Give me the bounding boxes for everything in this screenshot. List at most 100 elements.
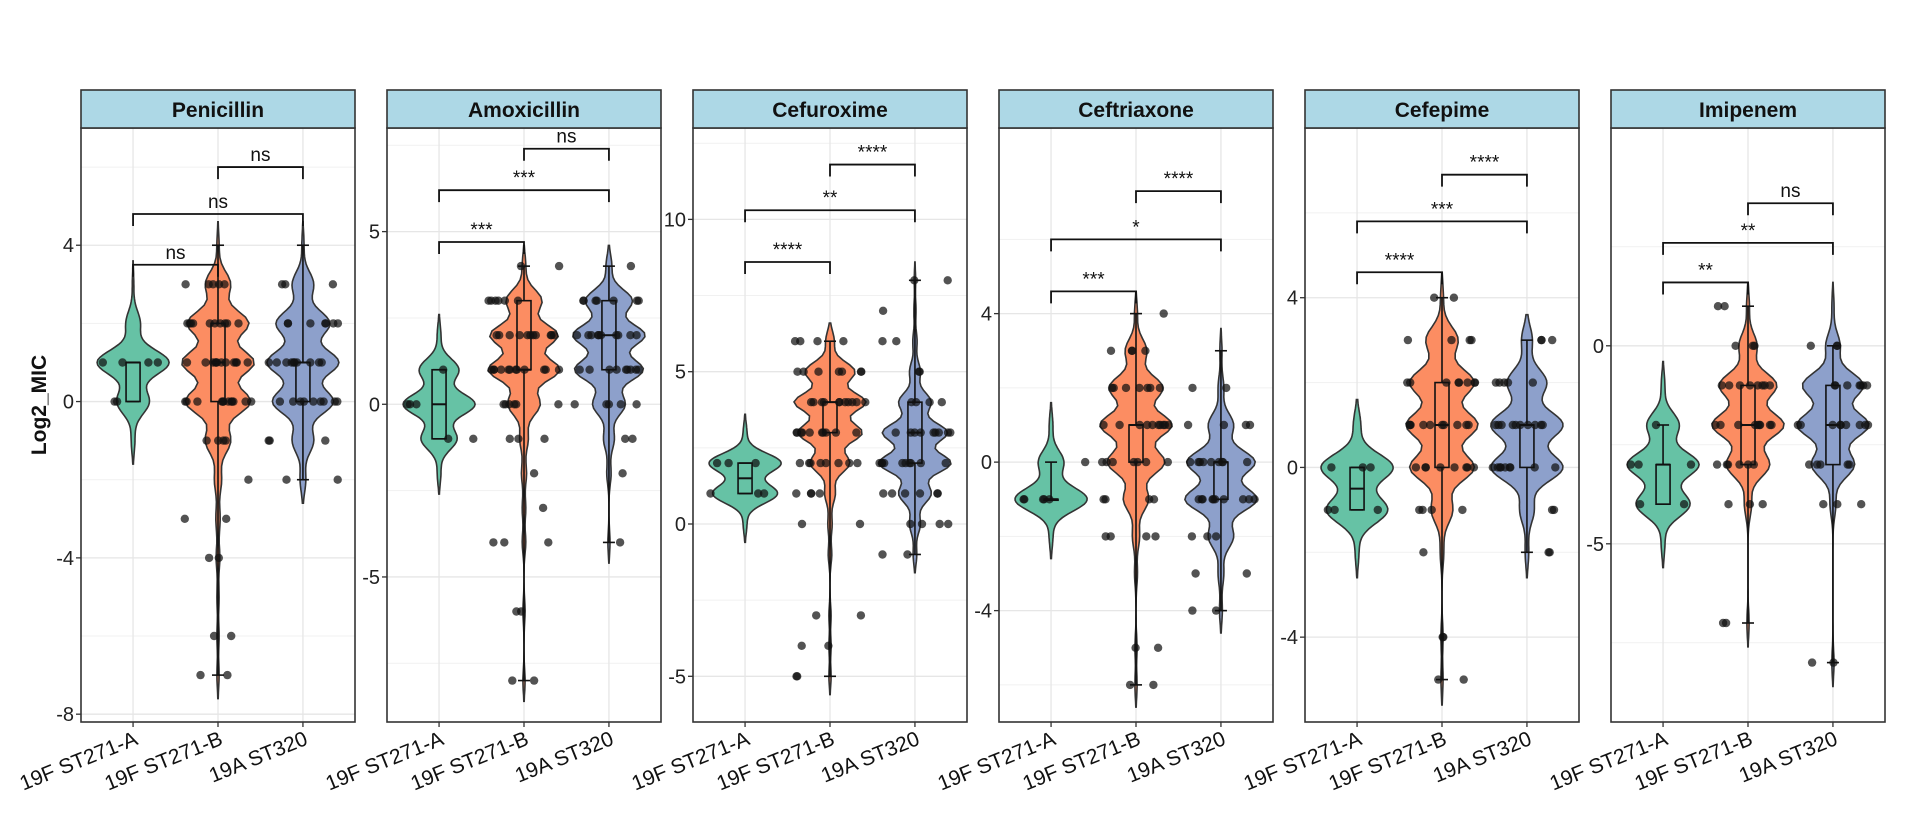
- data-point: [903, 550, 912, 559]
- data-point: [244, 475, 253, 484]
- data-point: [628, 434, 637, 443]
- data-point: [329, 319, 338, 328]
- bracket-line: [1135, 190, 1222, 204]
- data-point: [196, 670, 205, 680]
- data-point: [1141, 457, 1151, 467]
- data-point: [234, 319, 243, 328]
- data-point: [1453, 420, 1462, 430]
- data-point: [1187, 532, 1197, 541]
- group-19f-st271-a: [1014, 401, 1090, 560]
- data-point: [153, 358, 162, 367]
- data-point: [112, 397, 122, 406]
- data-point: [1403, 335, 1413, 345]
- data-point: [224, 397, 233, 406]
- data-point: [282, 475, 291, 484]
- data-point: [1469, 463, 1479, 472]
- data-point: [287, 358, 296, 367]
- data-point: [1238, 495, 1248, 504]
- data-point: [1115, 420, 1124, 430]
- data-point: [1418, 505, 1427, 515]
- data-point: [1549, 505, 1559, 515]
- significance-bracket: *: [1050, 217, 1222, 252]
- data-point: [1211, 532, 1221, 541]
- bracket-line: [1662, 241, 1834, 255]
- data-point: [264, 358, 273, 367]
- data-point: [188, 319, 198, 328]
- data-point: [529, 676, 539, 685]
- bracket-line: [1747, 202, 1834, 216]
- y-tick-label: 0: [63, 392, 74, 414]
- data-point: [1796, 420, 1805, 430]
- data-point: [1188, 606, 1197, 615]
- data-point: [853, 458, 862, 468]
- group-19f-st271-b: [790, 322, 870, 696]
- data-point: [202, 436, 211, 445]
- data-point: [824, 641, 833, 650]
- data-point: [817, 428, 827, 437]
- y-tick-label: 10: [664, 209, 686, 231]
- data-point: [1725, 381, 1734, 390]
- data-point: [1242, 569, 1252, 578]
- data-point: [182, 358, 192, 367]
- data-point: [1748, 341, 1758, 350]
- data-point: [208, 280, 218, 289]
- data-point: [554, 365, 564, 374]
- data-point: [1099, 495, 1108, 504]
- data-point: [330, 397, 339, 406]
- significance-bracket: **: [744, 188, 916, 223]
- data-point: [935, 519, 944, 529]
- data-point: [797, 641, 806, 650]
- data-point: [1406, 420, 1415, 430]
- data-point: [937, 398, 946, 407]
- data-point: [812, 611, 821, 620]
- significance-label: ****: [1470, 153, 1500, 174]
- bracket-line: [1356, 271, 1443, 285]
- group-19f-st271-a: [706, 413, 782, 544]
- data-point: [283, 319, 293, 328]
- data-point: [712, 458, 722, 468]
- data-point: [492, 331, 501, 340]
- data-point: [1805, 460, 1814, 469]
- data-point: [1121, 383, 1131, 393]
- data-point: [805, 458, 814, 468]
- y-tick-label: -8: [56, 704, 74, 726]
- significance-label: ns: [208, 192, 228, 213]
- data-point: [1712, 460, 1722, 469]
- bracket-line: [1356, 220, 1528, 234]
- group-19a-st320: [1488, 313, 1564, 579]
- y-tick-label: 0: [1287, 457, 1298, 479]
- data-point: [852, 398, 861, 407]
- data-point: [1159, 420, 1168, 430]
- data-point: [504, 365, 513, 374]
- data-point: [931, 428, 940, 437]
- data-point: [241, 397, 250, 406]
- data-point: [839, 337, 848, 346]
- data-point: [1716, 420, 1725, 430]
- data-point: [321, 436, 330, 445]
- significance-label: ***: [470, 220, 493, 241]
- data-point: [943, 276, 952, 285]
- strip-title: Penicillin: [172, 99, 264, 122]
- data-point: [1191, 569, 1200, 578]
- data-point: [505, 331, 514, 340]
- data-point: [837, 367, 847, 376]
- significance-bracket: ns: [217, 145, 304, 180]
- significance-label: ns: [165, 243, 185, 264]
- significance-bracket: **: [1662, 221, 1834, 255]
- data-point: [1735, 381, 1745, 390]
- data-point: [505, 434, 514, 443]
- data-point: [706, 489, 715, 498]
- data-point: [817, 398, 827, 407]
- data-point: [1634, 460, 1643, 469]
- data-point: [1819, 500, 1828, 509]
- group-19f-st271-b: [1711, 281, 1785, 648]
- data-point: [1143, 420, 1152, 430]
- data-point: [529, 469, 539, 478]
- data-point: [944, 519, 953, 529]
- significance-bracket: ****: [1135, 169, 1222, 204]
- data-point: [1219, 420, 1229, 430]
- data-point: [1427, 505, 1436, 515]
- group-19f-st271-a: [96, 260, 170, 465]
